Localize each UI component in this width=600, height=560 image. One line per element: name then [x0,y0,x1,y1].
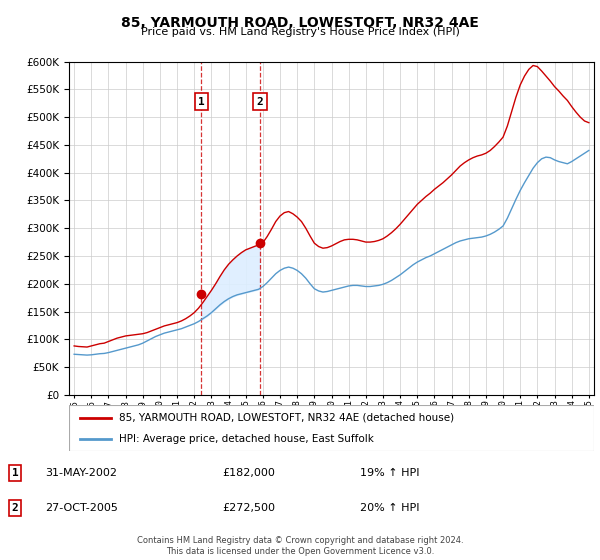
Text: Contains HM Land Registry data © Crown copyright and database right 2024.
This d: Contains HM Land Registry data © Crown c… [137,536,463,556]
Text: HPI: Average price, detached house, East Suffolk: HPI: Average price, detached house, East… [119,434,374,444]
Text: 2: 2 [11,503,19,513]
Text: 85, YARMOUTH ROAD, LOWESTOFT, NR32 4AE (detached house): 85, YARMOUTH ROAD, LOWESTOFT, NR32 4AE (… [119,413,454,423]
Text: 27-OCT-2005: 27-OCT-2005 [45,503,118,513]
Text: 19% ↑ HPI: 19% ↑ HPI [360,468,419,478]
FancyBboxPatch shape [69,405,594,451]
Text: 31-MAY-2002: 31-MAY-2002 [45,468,117,478]
Text: £272,500: £272,500 [222,503,275,513]
Text: 1: 1 [11,468,19,478]
Text: 2: 2 [257,96,263,106]
Text: 1: 1 [198,96,205,106]
Text: £182,000: £182,000 [222,468,275,478]
Text: 20% ↑ HPI: 20% ↑ HPI [360,503,419,513]
Text: Price paid vs. HM Land Registry's House Price Index (HPI): Price paid vs. HM Land Registry's House … [140,27,460,37]
Text: 85, YARMOUTH ROAD, LOWESTOFT, NR32 4AE: 85, YARMOUTH ROAD, LOWESTOFT, NR32 4AE [121,16,479,30]
